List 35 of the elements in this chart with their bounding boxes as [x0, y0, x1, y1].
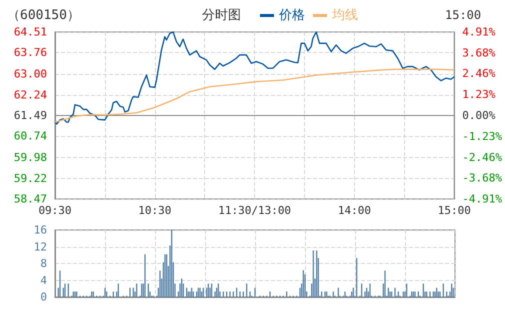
y2-tick-label: -2.46%	[462, 150, 502, 164]
x-tick-label: 15:00	[438, 204, 471, 217]
x-tick-label: 11:30/13:00	[218, 204, 292, 217]
x-tick-label: 09:30	[38, 204, 72, 217]
y2-tick-label: 0.00%	[462, 109, 496, 122]
y2-tick-label: -1.23%	[462, 130, 502, 143]
y-tick-label: 59.98	[14, 150, 47, 164]
y2-tick-label: -4.91%	[462, 192, 502, 206]
y-tick-label: 59.22	[14, 172, 47, 185]
line-series	[54, 31, 455, 125]
chart-subtitle: （600150）	[7, 8, 80, 23]
y-tick-label: 12	[34, 240, 47, 254]
line-series	[54, 68, 455, 123]
x-tick-label: 14:00	[338, 204, 372, 217]
x-tick-label: 10:30	[138, 204, 172, 217]
y-tick-label: 4	[40, 274, 48, 287]
chart-title: 分时图	[202, 8, 241, 23]
y-tick-label: 63.00	[14, 67, 47, 80]
y2-tick-label: 2.46%	[462, 67, 496, 80]
y-tick-label: 64.51	[14, 26, 47, 38]
y2-tick-label: 4.91%	[462, 26, 496, 38]
y-tick-label: 60.74	[14, 130, 48, 143]
y-tick-label: 8	[40, 257, 47, 270]
y-tick-label: 61.49	[14, 109, 47, 122]
y2-tick-label: 1.23%	[462, 88, 496, 102]
y-tick-label: 0	[40, 290, 47, 304]
y-tick-label: 58.47	[14, 192, 47, 206]
y2-tick-label: 3.68%	[462, 46, 496, 60]
legend-label: 价格	[278, 8, 305, 23]
y-tick-label: 16	[34, 224, 47, 236]
text: 15:00	[445, 8, 482, 22]
y-tick-label: 63.76	[14, 46, 47, 60]
y2-tick-label: -3.68%	[462, 172, 502, 185]
legend-label: 均线	[331, 8, 358, 23]
y-tick-label: 62.24	[14, 88, 48, 102]
